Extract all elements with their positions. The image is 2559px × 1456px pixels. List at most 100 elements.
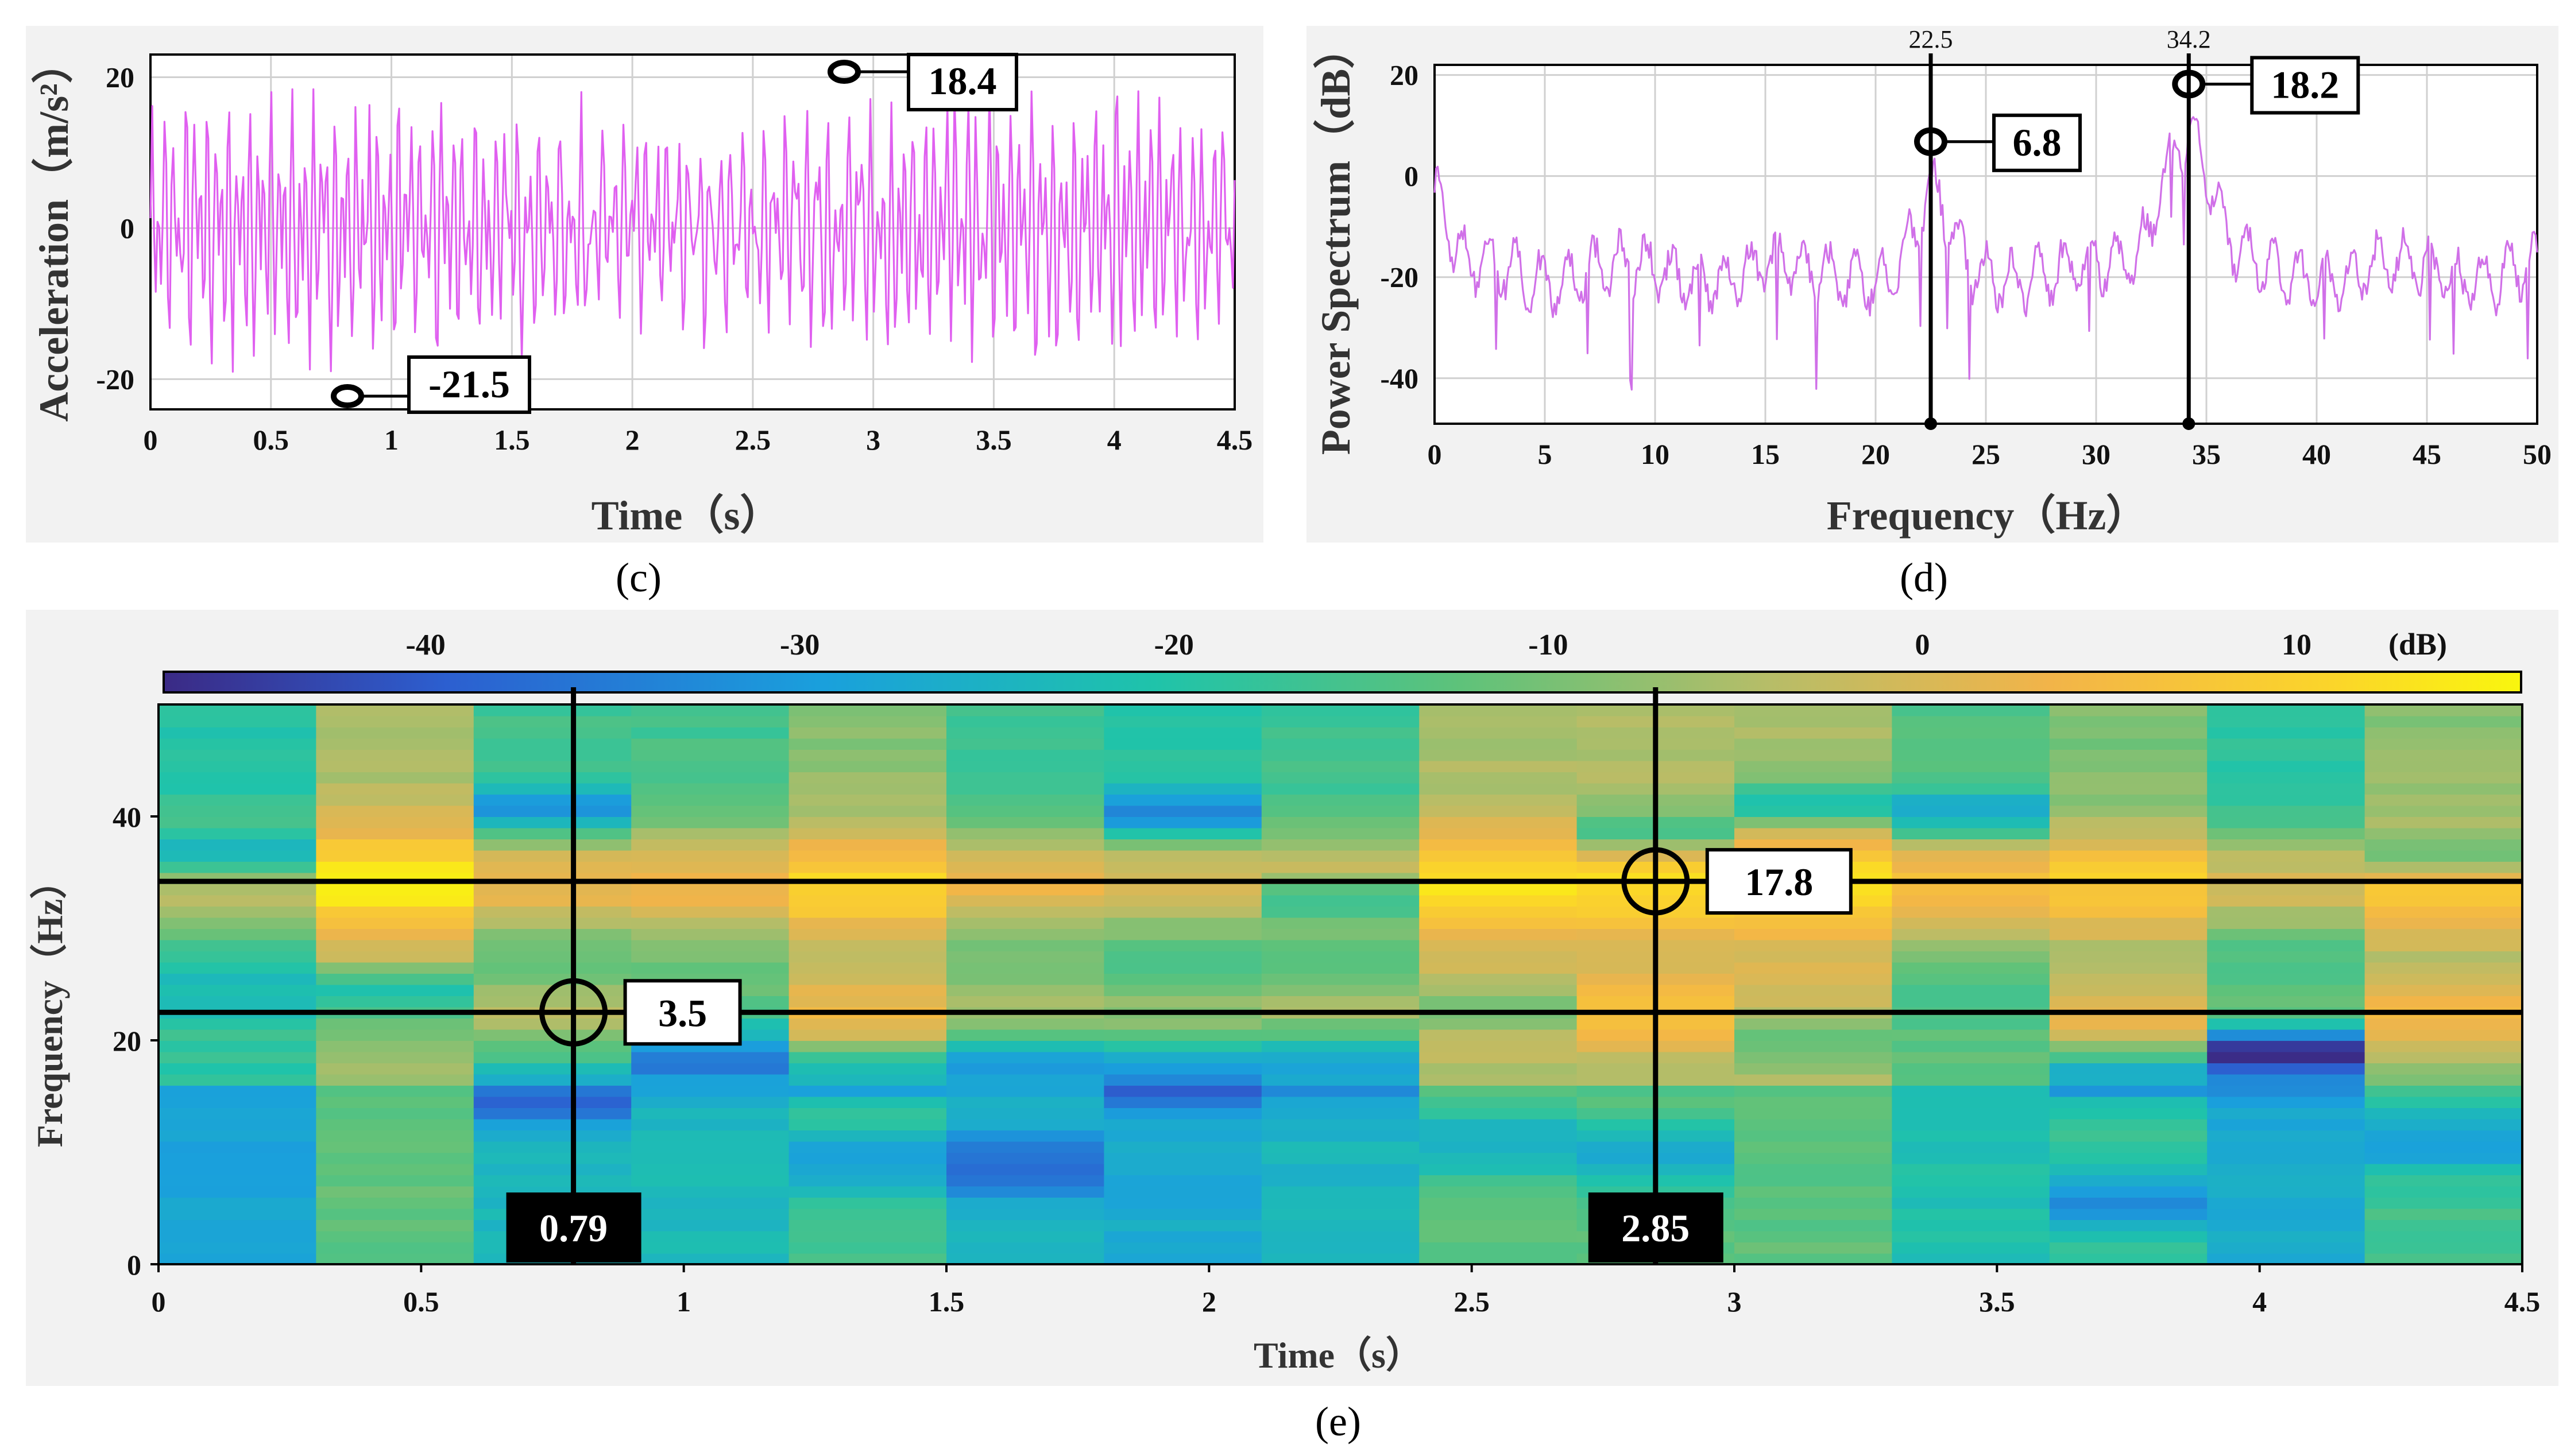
panel-e-heat-cell — [316, 1208, 474, 1220]
panel-e-heat-cell — [1734, 794, 1893, 806]
panel-e-heat-cell — [1419, 1163, 1578, 1175]
panel-e-y-ticks: 40 20 0 — [113, 801, 159, 1281]
panel-e-marker-1-ring — [539, 978, 608, 1047]
panel-e-heat-cell — [159, 1219, 317, 1232]
panel-e-heat-cell — [946, 1074, 1105, 1086]
panel-e-heat-cell — [159, 928, 317, 940]
panel-e-x-axis-label: Time（s） — [1254, 1335, 1422, 1376]
panel-e-heat-cell — [473, 1152, 632, 1164]
panel-e-heat-cell — [2364, 1208, 2522, 1220]
panel-e-heat-cell — [631, 749, 790, 761]
panel-e-heat-cell — [1419, 1040, 1578, 1052]
panel-d-x-tick-label: 25 — [1972, 438, 2000, 470]
panel-e-heat-cell — [946, 794, 1105, 806]
panel-e-heat-cell — [2364, 1186, 2522, 1198]
panel-e-heat-cell — [473, 816, 632, 828]
panel-e-heat-cell — [788, 917, 947, 929]
panel-e-heat-cell — [1261, 1118, 1420, 1130]
panel-e-heat-cell — [2049, 1029, 2208, 1041]
panel-e-heat-cell — [1261, 1175, 1420, 1187]
panel-e-heat-cell — [946, 1063, 1105, 1075]
panel-e-heat-cell — [2207, 738, 2365, 750]
panel-e-heat-cell — [2364, 1163, 2522, 1175]
panel-e-heat-cell — [2207, 783, 2365, 795]
panel-e-heat-cell — [631, 1096, 790, 1108]
panel-e-heat-cell — [473, 928, 632, 940]
panel-e-heat-cell — [788, 727, 947, 739]
panel-e-heat-cell — [316, 928, 474, 940]
panel-e-heat-cell — [473, 1175, 632, 1187]
panel-e-heat-cell — [1892, 1242, 2050, 1254]
panel-e-heat-cell — [2207, 894, 2365, 907]
panel-e-heat-cell — [1734, 1208, 1893, 1220]
panel-e-heat-cell — [631, 727, 790, 739]
panel-e-heat-cell — [473, 906, 632, 918]
panel-e-heat-cell — [946, 1197, 1105, 1209]
panel-e-heat-cell — [631, 917, 790, 929]
panel-e-colorbar-tick-label: 0 — [1915, 629, 1930, 661]
panel-e-heat-cell — [1734, 1197, 1893, 1209]
panel-e-heat-cell — [1261, 772, 1420, 784]
panel-e-heat-cell — [1734, 1108, 1893, 1120]
panel-e-heat-cell — [1104, 1096, 1262, 1108]
panel-e-heat-cell — [1419, 1018, 1578, 1030]
panel-e-heat-cell — [159, 1230, 317, 1242]
panel-e-heat-cell — [2049, 805, 2208, 817]
panel-e-heat-cell — [473, 1040, 632, 1052]
panel-e-heat-cell — [1892, 805, 2050, 817]
panel-e-heat-cell — [788, 850, 947, 862]
panel-e-heat-cell — [2049, 939, 2208, 951]
panel-e-heat-cell — [788, 839, 947, 851]
panel-e-heat-cell — [2364, 783, 2522, 795]
panel-e-heat-cell — [2049, 1108, 2208, 1120]
panel-e-heat-cell — [1261, 1242, 1420, 1254]
panel-e-heat-cell — [1419, 1051, 1578, 1063]
panel-e-heat-cell — [788, 1096, 947, 1108]
panel-e-heat-cell — [1734, 1118, 1893, 1130]
panel-e-heat-cell — [631, 816, 790, 828]
panel-e-heat-cell — [2364, 962, 2522, 974]
panel-e-heat-cell — [631, 1253, 790, 1264]
panel-e-heat-cell — [2207, 906, 2365, 918]
panel-d: 0 5 10 15 20 25 30 35 40 45 50 20 0 -20 -40 Frequency… — [1306, 25, 2558, 601]
panel-e-heat-cell — [1892, 827, 2050, 839]
panel-e-heat-cell — [159, 727, 317, 739]
panel-e-heat-cell — [473, 704, 632, 717]
panel-e-heat-cell — [473, 715, 632, 727]
panel-e-heat-cell — [1419, 738, 1578, 750]
panel-e-heat-cell — [1734, 738, 1893, 750]
panel-e-heat-cell — [946, 1163, 1105, 1175]
panel-d-x-tick-label: 35 — [2192, 438, 2221, 470]
panel-e-caption: (e) — [1315, 1399, 1361, 1445]
panel-e-heat-cell — [631, 839, 790, 851]
panel-e-heat-cell — [1419, 894, 1578, 907]
panel-e-heat-cell — [1734, 1163, 1893, 1175]
panel-e-heat-cell — [473, 1096, 632, 1108]
panel-e-heat-cell — [1892, 715, 2050, 727]
panel-e-heat-cell — [1734, 1051, 1893, 1063]
panel-e-heat-cell — [473, 783, 632, 795]
panel-e-heat-cell — [316, 850, 474, 862]
panel-e-heat-cell — [1892, 816, 2050, 828]
panel-d-x-tick-label: 5 — [1538, 438, 1552, 470]
panel-e-heat-cell — [2049, 951, 2208, 963]
panel-e-heat-cell — [1419, 783, 1578, 795]
panel-e-heat-cell — [1892, 951, 2050, 963]
panel-e-heat-cell — [1261, 1040, 1420, 1052]
panel-e-heat-cell — [159, 1096, 317, 1108]
panel-e-heat-cell — [1419, 704, 1578, 717]
panel-e-heat-cell — [1104, 1152, 1262, 1164]
panel-e-heat-cell — [2207, 1230, 2365, 1242]
panel-e-heat-cell — [1892, 839, 2050, 851]
panel-e-heat-cell — [1734, 984, 1893, 996]
panel-e-heat-cell — [2049, 1197, 2208, 1209]
panel-e-heat-cell — [2364, 1242, 2522, 1254]
panel-e-heat-cell — [2049, 1063, 2208, 1075]
panel-d-peak-1-frequency: 22.5 — [1909, 25, 1953, 53]
panel-e-heat-cell — [473, 738, 632, 750]
panel-e-heat-cell — [1892, 738, 2050, 750]
panel-e-heat-cell — [1104, 727, 1262, 739]
panel-e-heat-cell — [1419, 906, 1578, 918]
panel-e-heat-cell — [946, 850, 1105, 862]
panel-e-y-tick-label: 0 — [127, 1249, 141, 1281]
